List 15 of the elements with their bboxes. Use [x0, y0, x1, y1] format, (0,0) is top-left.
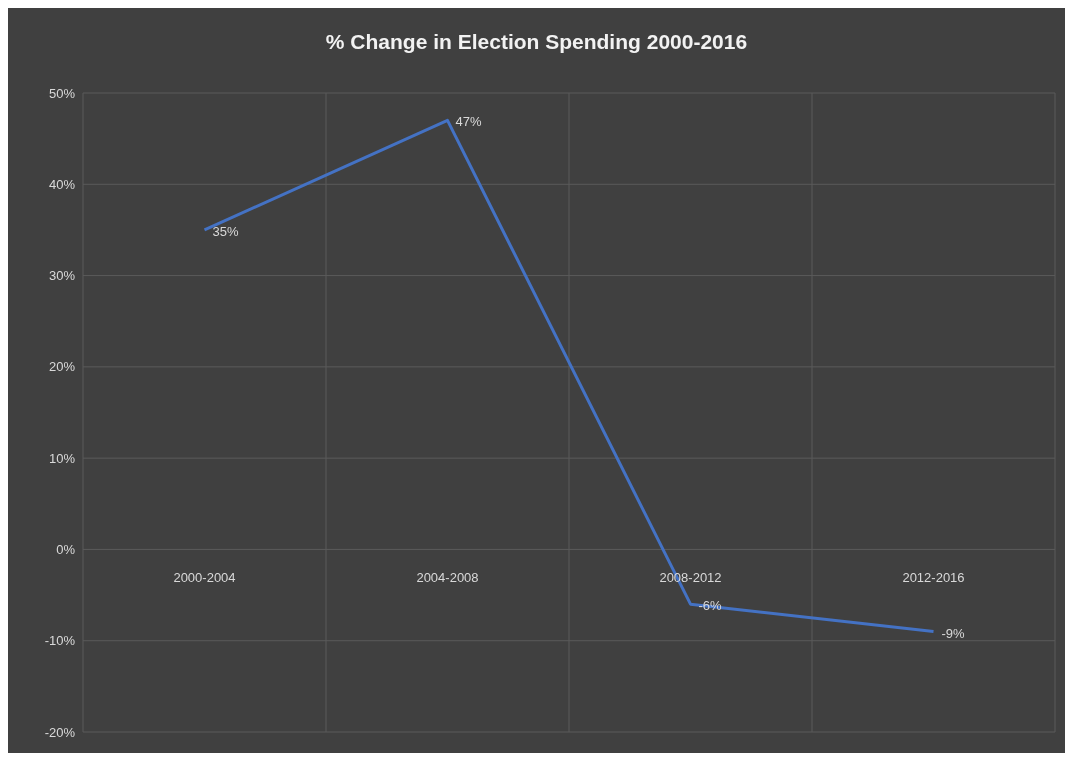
y-tick-label: 30% — [48, 268, 76, 284]
y-tick-label: 50% — [48, 85, 76, 101]
data-label: -9% — [941, 625, 966, 641]
y-tick-label: 10% — [48, 450, 76, 466]
x-tick-label: 2000-2004 — [173, 570, 236, 586]
x-tick-label: 2004-2008 — [416, 570, 479, 586]
chart-title: % Change in Election Spending 2000-2016 — [324, 30, 749, 54]
data-label: 47% — [455, 114, 482, 130]
y-tick-label: -10% — [44, 633, 76, 649]
y-tick-label: 40% — [48, 176, 76, 192]
y-tick-label: 0% — [56, 542, 76, 558]
x-tick-label: 2012-2016 — [902, 570, 965, 586]
y-tick-label: -20% — [44, 724, 76, 740]
data-label: 35% — [212, 223, 239, 239]
y-tick-label: 20% — [48, 359, 76, 375]
